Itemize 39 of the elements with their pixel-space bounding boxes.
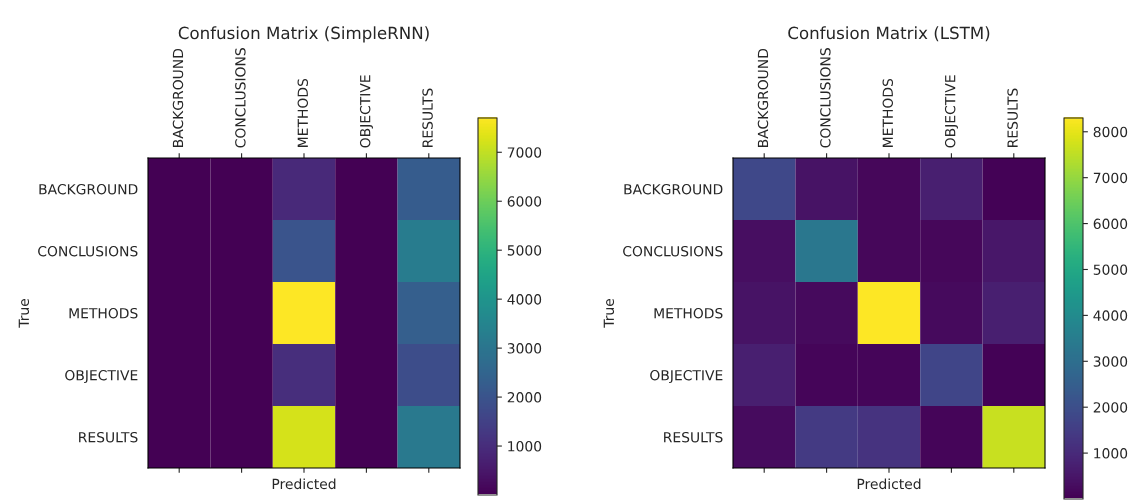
- color-bar-label: 4000: [1093, 310, 1128, 321]
- x-tick-label: OBJECTIVE: [944, 75, 959, 148]
- chart-title: Confusion Matrix (SimpleRNN): [178, 26, 429, 43]
- y-tick-label: METHODS: [69, 307, 138, 319]
- y-tick-label: CONCLUSIONS: [623, 245, 723, 257]
- y-tick-label: RESULTS: [664, 431, 723, 443]
- x-tick-label: RESULTS: [1007, 88, 1018, 147]
- x-tick-label: CONCLUSIONS: [820, 48, 831, 148]
- color-bar-label: 7000: [1093, 172, 1128, 184]
- color-bar-label: 7000: [507, 147, 542, 158]
- y-tick-label: CONCLUSIONS: [38, 245, 138, 257]
- x-tick-label: CONCLUSIONS: [235, 48, 246, 148]
- x-axis-title: Predicted: [272, 478, 336, 490]
- y-tick-label: BACKGROUND: [39, 183, 138, 195]
- x-tick-label: OBJECTIVE: [359, 75, 374, 148]
- y-tick-label: OBJECTIVE: [650, 369, 723, 384]
- color-bar-label: 6000: [507, 196, 542, 207]
- color-bar-label: 3000: [507, 343, 542, 354]
- color-bar-label: 1000: [508, 441, 542, 452]
- x-axis-title: Predicted: [857, 478, 921, 490]
- color-bar-label: 5000: [1093, 264, 1128, 275]
- color-bar-label: 2000: [507, 392, 542, 403]
- y-tick-label: OBJECTIVE: [65, 369, 138, 384]
- x-tick-label: RESULTS: [422, 88, 433, 147]
- color-bar-label: 3000: [1093, 356, 1128, 367]
- y-axis-title: True: [603, 298, 615, 328]
- color-bar-label: 2000: [1093, 402, 1128, 413]
- color-bar-label: 8000: [1093, 126, 1128, 138]
- x-tick-label: METHODS: [882, 78, 894, 147]
- y-axis-title: True: [18, 298, 30, 328]
- color-bar-label: 6000: [1093, 218, 1128, 230]
- y-tick-label: BACKGROUND: [624, 183, 723, 195]
- color-bar-label: 1000: [1094, 448, 1128, 459]
- y-tick-label: RESULTS: [79, 431, 138, 443]
- color-bar-label: 4000: [507, 294, 542, 305]
- x-tick-label: METHODS: [297, 78, 309, 147]
- y-tick-label: METHODS: [654, 307, 723, 319]
- color-bar-label: 5000: [507, 245, 542, 256]
- chart-title: Confusion Matrix (LSTM): [788, 26, 990, 42]
